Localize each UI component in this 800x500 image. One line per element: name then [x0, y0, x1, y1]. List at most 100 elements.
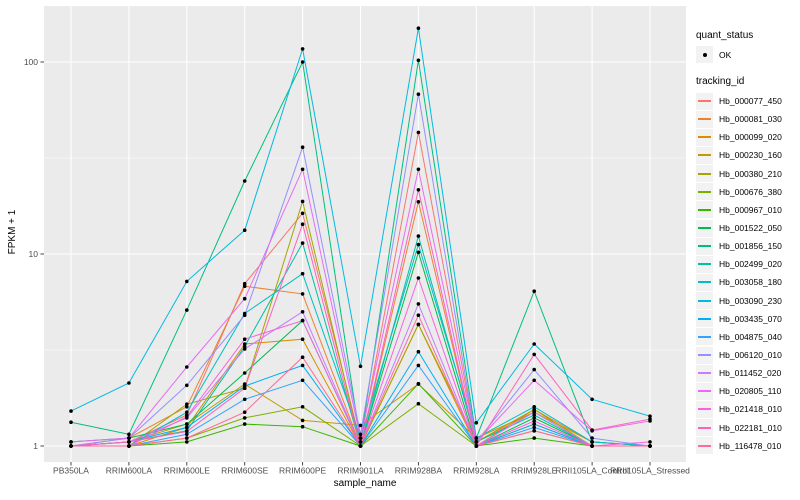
data-point — [358, 432, 363, 437]
data-point — [185, 440, 189, 444]
legend-item-Hb_003058_180: Hb_003058_180 — [696, 273, 800, 291]
data-point — [185, 402, 189, 407]
data-point — [242, 410, 247, 415]
data-point — [242, 386, 247, 391]
data-point — [300, 222, 305, 226]
data-point — [300, 363, 305, 368]
data-point — [185, 429, 189, 434]
data-point — [185, 365, 189, 369]
legend-key-box — [696, 237, 713, 255]
legend-item-Hb_000099_020: Hb_000099_020 — [696, 128, 800, 146]
legend-label: Hb_001522_050 — [719, 223, 782, 234]
data-point — [300, 199, 305, 204]
legend-label: Hb_022181_010 — [719, 422, 782, 433]
legend-item-Hb_006120_010: Hb_006120_010 — [696, 346, 800, 364]
legend-title-quant-status: quant_status — [696, 30, 754, 41]
legend-label: Hb_003058_180 — [719, 277, 782, 288]
data-point — [358, 440, 363, 444]
legend-key-box — [696, 292, 713, 310]
legend-key-box — [696, 255, 713, 273]
y-axis-title: FPKM + 1 — [7, 209, 18, 255]
legend-key-box — [696, 146, 713, 164]
data-point — [300, 310, 305, 314]
data-point — [300, 318, 305, 323]
data-point — [648, 417, 652, 421]
data-point — [532, 425, 536, 430]
data-point — [127, 440, 131, 444]
line-swatch-icon — [698, 335, 711, 338]
legend-item-Hb_000077_450: Hb_000077_450 — [696, 92, 800, 110]
data-point — [185, 415, 189, 419]
data-point — [242, 337, 247, 342]
data-point — [532, 342, 536, 346]
legend-item-Hb_003090_230: Hb_003090_230 — [696, 292, 800, 310]
x-tick-label: RRII105LA_Stressed — [610, 466, 690, 476]
data-point — [590, 436, 594, 440]
data-point — [185, 425, 189, 430]
data-point — [358, 364, 363, 369]
data-point — [532, 419, 536, 423]
y-tick-label: 10 — [29, 249, 39, 259]
data-point — [242, 179, 247, 183]
legend-item-Hb_003435_070: Hb_003435_070 — [696, 310, 800, 328]
data-point — [242, 344, 247, 349]
data-point — [532, 405, 536, 409]
data-point — [300, 211, 305, 216]
legend-key-box — [696, 328, 713, 346]
legend-key-box — [696, 110, 713, 128]
data-point — [416, 381, 421, 386]
legend-key-box — [696, 382, 713, 400]
legend-item-Hb_000676_380: Hb_000676_380 — [696, 183, 800, 201]
data-point — [590, 428, 594, 432]
data-point — [127, 436, 131, 440]
data-point — [242, 397, 247, 402]
legend-key-box — [696, 400, 713, 418]
legend-key-box — [696, 128, 713, 146]
legend-key-box — [696, 46, 713, 63]
data-point — [416, 130, 421, 135]
data-point — [416, 26, 421, 31]
data-point — [127, 432, 131, 437]
legend-item-Hb_001856_150: Hb_001856_150 — [696, 237, 800, 255]
data-point — [242, 228, 247, 232]
data-point — [416, 167, 421, 172]
line-swatch-icon — [698, 208, 711, 211]
legend-label: Hb_003435_070 — [719, 313, 782, 324]
data-point — [242, 284, 247, 289]
data-point — [416, 200, 421, 204]
legend-key-box — [696, 219, 713, 237]
x-tick-label: PB350LA — [53, 466, 89, 476]
data-point — [474, 440, 479, 444]
x-tick-label: RRIM928LA — [453, 466, 500, 476]
data-point — [185, 405, 189, 409]
data-point — [185, 308, 189, 312]
data-point — [300, 418, 305, 423]
x-tick-label: RRII105LA_Control — [555, 466, 629, 476]
legend-label: Hb_021418_010 — [719, 404, 782, 415]
x-tick-label: RRIM600PE — [279, 466, 327, 476]
data-point — [416, 58, 421, 63]
data-point — [300, 424, 305, 429]
line-swatch-icon — [698, 317, 711, 320]
data-point — [416, 242, 421, 247]
legend-item-Hb_004875_040: Hb_004875_040 — [696, 328, 800, 346]
legend-label: Hb_000081_030 — [719, 114, 782, 125]
data-point — [300, 241, 305, 245]
legend-key-box — [696, 183, 713, 201]
data-point — [532, 289, 536, 294]
legend-item-Hb_022181_010: Hb_022181_010 — [696, 419, 800, 437]
data-point — [358, 444, 363, 448]
data-point — [532, 410, 536, 415]
data-point — [185, 436, 189, 440]
legend-item-Hb_000230_160: Hb_000230_160 — [696, 146, 800, 164]
legend-item-Hb_021418_010: Hb_021418_010 — [696, 400, 800, 418]
line-swatch-icon — [698, 372, 711, 375]
data-point — [416, 250, 421, 255]
legend-label: Hb_006120_010 — [719, 350, 782, 361]
data-point — [358, 436, 363, 440]
x-tick-label: RRIM600SE — [221, 466, 269, 476]
y-tick-label: 1 — [33, 441, 38, 451]
legend-key-box — [696, 419, 713, 437]
data-point — [590, 397, 594, 402]
